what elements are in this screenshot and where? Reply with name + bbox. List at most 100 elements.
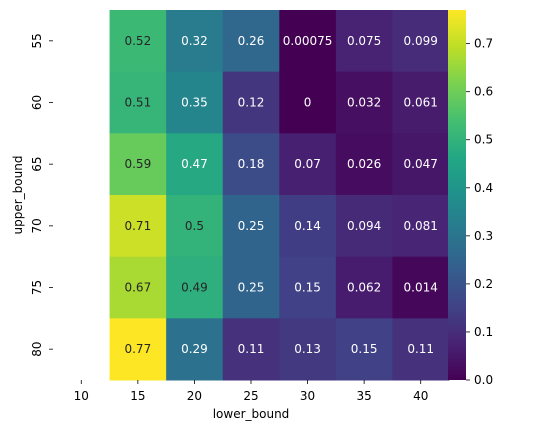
y-axis-label: upper_bound	[11, 156, 25, 235]
cell-value-label: 0.47	[181, 157, 208, 171]
colorbar	[448, 10, 466, 380]
heatmap-cell	[222, 318, 280, 381]
heatmap-cell	[335, 318, 393, 381]
y-axis-ticks: 55 60 65 70 75 80	[30, 33, 53, 357]
heatmap-cell	[392, 195, 450, 258]
y-tick-label: 60	[30, 95, 44, 110]
heatmap-cell	[109, 195, 167, 258]
heatmap-cell	[279, 195, 337, 258]
heatmap-cell	[279, 71, 337, 134]
heatmap-cell	[392, 10, 450, 73]
cell-value-label: 0.26	[238, 34, 265, 48]
heatmap-cell	[392, 318, 450, 381]
heatmap-cell	[279, 256, 337, 319]
heatmap-cell	[335, 10, 393, 73]
colorbar-tick-label: 0.1	[474, 325, 493, 339]
heatmap-cell	[222, 133, 280, 196]
cell-value-label: 0.062	[347, 281, 381, 295]
x-axis-ticks: 10 15 20 25 30 35 40	[74, 380, 428, 403]
cell-value-label: 0.35	[181, 96, 208, 110]
cell-value-label: 0.29	[181, 342, 208, 356]
cell-value-label: 0.047	[404, 157, 438, 171]
cell-value-label: 0.25	[238, 281, 265, 295]
cell-value-label: 0.59	[124, 157, 151, 171]
y-tick-label: 75	[30, 280, 44, 295]
cell-annotations: 0.52 0.32 0.26 0.00075 0.075 0.099 0.51 0.35 0.1…	[124, 34, 437, 356]
cell-value-label: 0.77	[124, 342, 151, 356]
cell-value-label: 0.07	[294, 157, 321, 171]
x-tick-label: 15	[130, 389, 145, 403]
heatmap-cell	[109, 10, 167, 73]
colorbar-tick-label: 0.0	[474, 373, 493, 387]
heatmap-cell	[279, 10, 337, 73]
y-tick-label: 80	[30, 342, 44, 357]
cell-value-label: 0.099	[404, 34, 438, 48]
cell-value-label: 0.014	[404, 281, 438, 295]
heatmap-cell	[279, 133, 337, 196]
cell-value-label: 0.52	[124, 34, 151, 48]
heatmap-cell	[335, 195, 393, 258]
heatmap-cell	[222, 10, 280, 73]
cell-value-label: 0.13	[294, 342, 321, 356]
cell-value-label: 0.14	[294, 219, 321, 233]
cell-value-label: 0.15	[294, 281, 321, 295]
x-tick-label: 10	[74, 389, 89, 403]
heatmap-cell	[166, 71, 224, 134]
colorbar-tick-label: 0.7	[474, 37, 493, 51]
heatmap-cell	[392, 133, 450, 196]
cell-value-label: 0.18	[238, 157, 265, 171]
cell-value-label: 0.49	[181, 281, 208, 295]
x-tick-label: 40	[413, 389, 428, 403]
colorbar-tick-label: 0.6	[474, 85, 493, 99]
cell-value-label: 0.026	[347, 157, 381, 171]
colorbar-tick-label: 0.5	[474, 133, 493, 147]
heatmap-cell	[109, 256, 167, 319]
y-tick-label: 70	[30, 218, 44, 233]
heatmap-cell	[166, 318, 224, 381]
cell-value-label: 0.12	[238, 96, 265, 110]
heatmap-cell	[392, 256, 450, 319]
heatmap-cell	[392, 71, 450, 134]
heatmap-cell	[166, 195, 224, 258]
x-tick-label: 35	[357, 389, 372, 403]
cell-value-label: 0.00075	[283, 34, 333, 48]
heatmap-cell	[335, 133, 393, 196]
y-tick-label: 65	[30, 157, 44, 172]
cell-value-label: 0.15	[351, 342, 378, 356]
x-axis-label: lower_bound	[213, 407, 290, 421]
heatmap-cell	[166, 133, 224, 196]
cell-value-label: 0.5	[185, 219, 204, 233]
heatmap-cell	[335, 256, 393, 319]
cell-value-label: 0.094	[347, 219, 381, 233]
heatmap-cell	[279, 318, 337, 381]
cell-value-label: 0.25	[238, 219, 265, 233]
x-tick-label: 25	[243, 389, 258, 403]
heatmap-cell	[109, 71, 167, 134]
cell-value-label: 0.32	[181, 34, 208, 48]
heatmap-cell	[335, 71, 393, 134]
heatmap-cells	[109, 10, 450, 381]
cell-value-label: 0.075	[347, 34, 381, 48]
heatmap-cell	[222, 256, 280, 319]
colorbar-ticks: 0.0 0.1 0.2 0.3 0.4 0.5 0.6 0.7	[466, 37, 493, 387]
cell-value-label: 0.11	[407, 342, 434, 356]
x-tick-label: 30	[300, 389, 315, 403]
cell-value-label: 0.061	[404, 96, 438, 110]
y-tick-label: 55	[30, 33, 44, 48]
cell-value-label: 0	[304, 96, 312, 110]
colorbar-tick-label: 0.4	[474, 181, 493, 195]
heatmap-cell	[109, 318, 167, 381]
colorbar-tick-label: 0.2	[474, 277, 493, 291]
cell-value-label: 0.71	[124, 219, 151, 233]
x-tick-label: 20	[187, 389, 202, 403]
heatmap-cell	[222, 71, 280, 134]
cell-value-label: 0.51	[124, 96, 151, 110]
cell-value-label: 0.081	[404, 219, 438, 233]
heatmap-cell	[166, 256, 224, 319]
cell-value-label: 0.11	[238, 342, 265, 356]
heatmap-cell	[109, 133, 167, 196]
heatmap-cell	[222, 195, 280, 258]
cell-value-label: 0.67	[124, 281, 151, 295]
heatmap-cell	[166, 10, 224, 73]
